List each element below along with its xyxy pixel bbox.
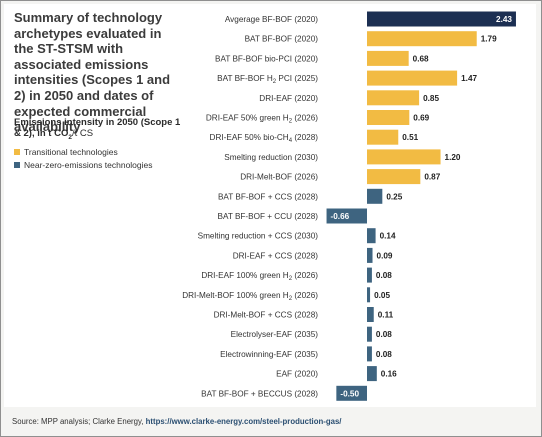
bar-11 — [367, 228, 376, 244]
category-label-16: Electrolyser-EAF (2035) — [231, 330, 319, 339]
bar-6 — [367, 129, 399, 145]
category-label-11: Smelting reduction + CCS (2030) — [198, 232, 319, 241]
category-label-2: BAT BF-BOF bio-PCI (2020) — [215, 54, 318, 63]
legend-label-near-zero: Near-zero-emissions technologies — [24, 159, 153, 170]
legend: Transitional technologies Near-zero-emis… — [14, 145, 199, 171]
value-label-12: 0.09 — [377, 251, 393, 260]
category-label-3: BAT BF-BOF H2 PCI (2025) — [217, 74, 318, 85]
value-label-9: 0.25 — [386, 192, 402, 201]
category-label-5: DRI-EAF 50% green H2 (2026) — [206, 114, 318, 125]
value-label-16: 0.08 — [376, 330, 392, 339]
value-label-14: 0.05 — [374, 291, 390, 300]
category-label-19: BAT BF-BOF + BECCUS (2028) — [201, 389, 318, 398]
legend-item-transitional: Transitional technologies — [14, 145, 199, 158]
value-label-3: 1.47 — [461, 74, 477, 83]
value-label-10: -0.66 — [331, 212, 350, 221]
bar-1 — [367, 31, 477, 47]
category-label-7: Smelting reduction (2030) — [224, 153, 318, 162]
figure-title: Summary of technology archetypes evaluat… — [14, 10, 171, 135]
bar-5 — [367, 110, 410, 125]
category-label-8: DRI-Melt-BOF (2026) — [240, 173, 318, 182]
value-label-2: 0.68 — [413, 54, 429, 63]
category-label-10: BAT BF-BOF + CCU (2028) — [218, 212, 319, 221]
subtitle-subscript: 2 — [68, 133, 72, 141]
legend-item-near-zero: Near-zero-emissions technologies — [14, 158, 199, 171]
category-label-18: EAF (2020) — [276, 370, 318, 379]
bar-0 — [367, 11, 516, 27]
value-label-15: 0.11 — [378, 311, 394, 320]
value-label-11: 0.14 — [380, 232, 396, 241]
bar-2 — [367, 50, 409, 66]
subtitle-main: Emissions intensity in 2050 (Scope 1 & 2… — [14, 117, 181, 139]
category-label-9: BAT BF-BOF + CCS (2028) — [218, 192, 318, 201]
bar-12 — [367, 247, 373, 263]
bar-15 — [367, 307, 374, 322]
category-label-15: DRI-Melt-BOF + CCS (2028) — [214, 311, 319, 320]
category-label-13: DRI-EAF 100% green H2 (2026) — [201, 271, 318, 282]
legend-label-transitional: Transitional technologies — [24, 146, 118, 157]
bar-14 — [367, 287, 371, 303]
source-link[interactable]: https://www.clarke-energy.com/steel-prod… — [145, 417, 342, 426]
bar-7 — [367, 149, 441, 165]
value-label-4: 0.85 — [423, 94, 439, 103]
legend-swatch-near-zero — [14, 161, 20, 168]
legend-swatch-transitional — [14, 148, 20, 155]
category-label-6: DRI-EAF 50% bio-CH4 (2028) — [210, 133, 319, 144]
category-label-14: DRI-Melt-BOF 100% green H2 (2026) — [182, 291, 318, 302]
category-label-0: Avgerage BF-BOF (2020) — [225, 15, 318, 24]
bar-19 — [336, 385, 367, 401]
bar-17 — [367, 346, 372, 362]
axis-subtitle: Emissions intensity in 2050 (Scope 1 & 2… — [14, 117, 189, 143]
value-label-18: 0.16 — [381, 370, 397, 379]
value-label-13: 0.08 — [376, 271, 392, 280]
source-prefix: Source: MPP analysis; Clarke Energy, — [12, 417, 146, 426]
category-label-4: DRI-EAF (2020) — [259, 94, 318, 103]
bar-13 — [367, 267, 372, 283]
category-label-17: Electrowinning-EAF (2035) — [220, 350, 318, 359]
bar-3 — [367, 70, 458, 86]
bar-9 — [367, 188, 383, 204]
bar-4 — [367, 90, 420, 106]
bar-8 — [367, 169, 421, 185]
subtitle-unit: /t CS — [72, 128, 94, 139]
category-label-1: BAT BF-BOF (2020) — [245, 35, 319, 44]
value-label-1: 1.79 — [481, 35, 497, 44]
value-label-6: 0.51 — [402, 133, 418, 142]
bar-16 — [367, 326, 372, 342]
value-label-7: 1.20 — [445, 153, 461, 162]
value-label-19: -0.50 — [340, 389, 359, 398]
value-label-0: 2.43 — [496, 15, 512, 24]
value-label-5: 0.69 — [413, 114, 429, 123]
source-note: Source: MPP analysis; Clarke Energy, htt… — [12, 417, 341, 426]
bar-10 — [326, 208, 367, 224]
value-label-8: 0.87 — [424, 173, 440, 182]
value-label-17: 0.08 — [376, 350, 392, 359]
category-label-12: DRI-EAF + CCS (2028) — [233, 251, 319, 260]
bar-18 — [367, 366, 377, 382]
